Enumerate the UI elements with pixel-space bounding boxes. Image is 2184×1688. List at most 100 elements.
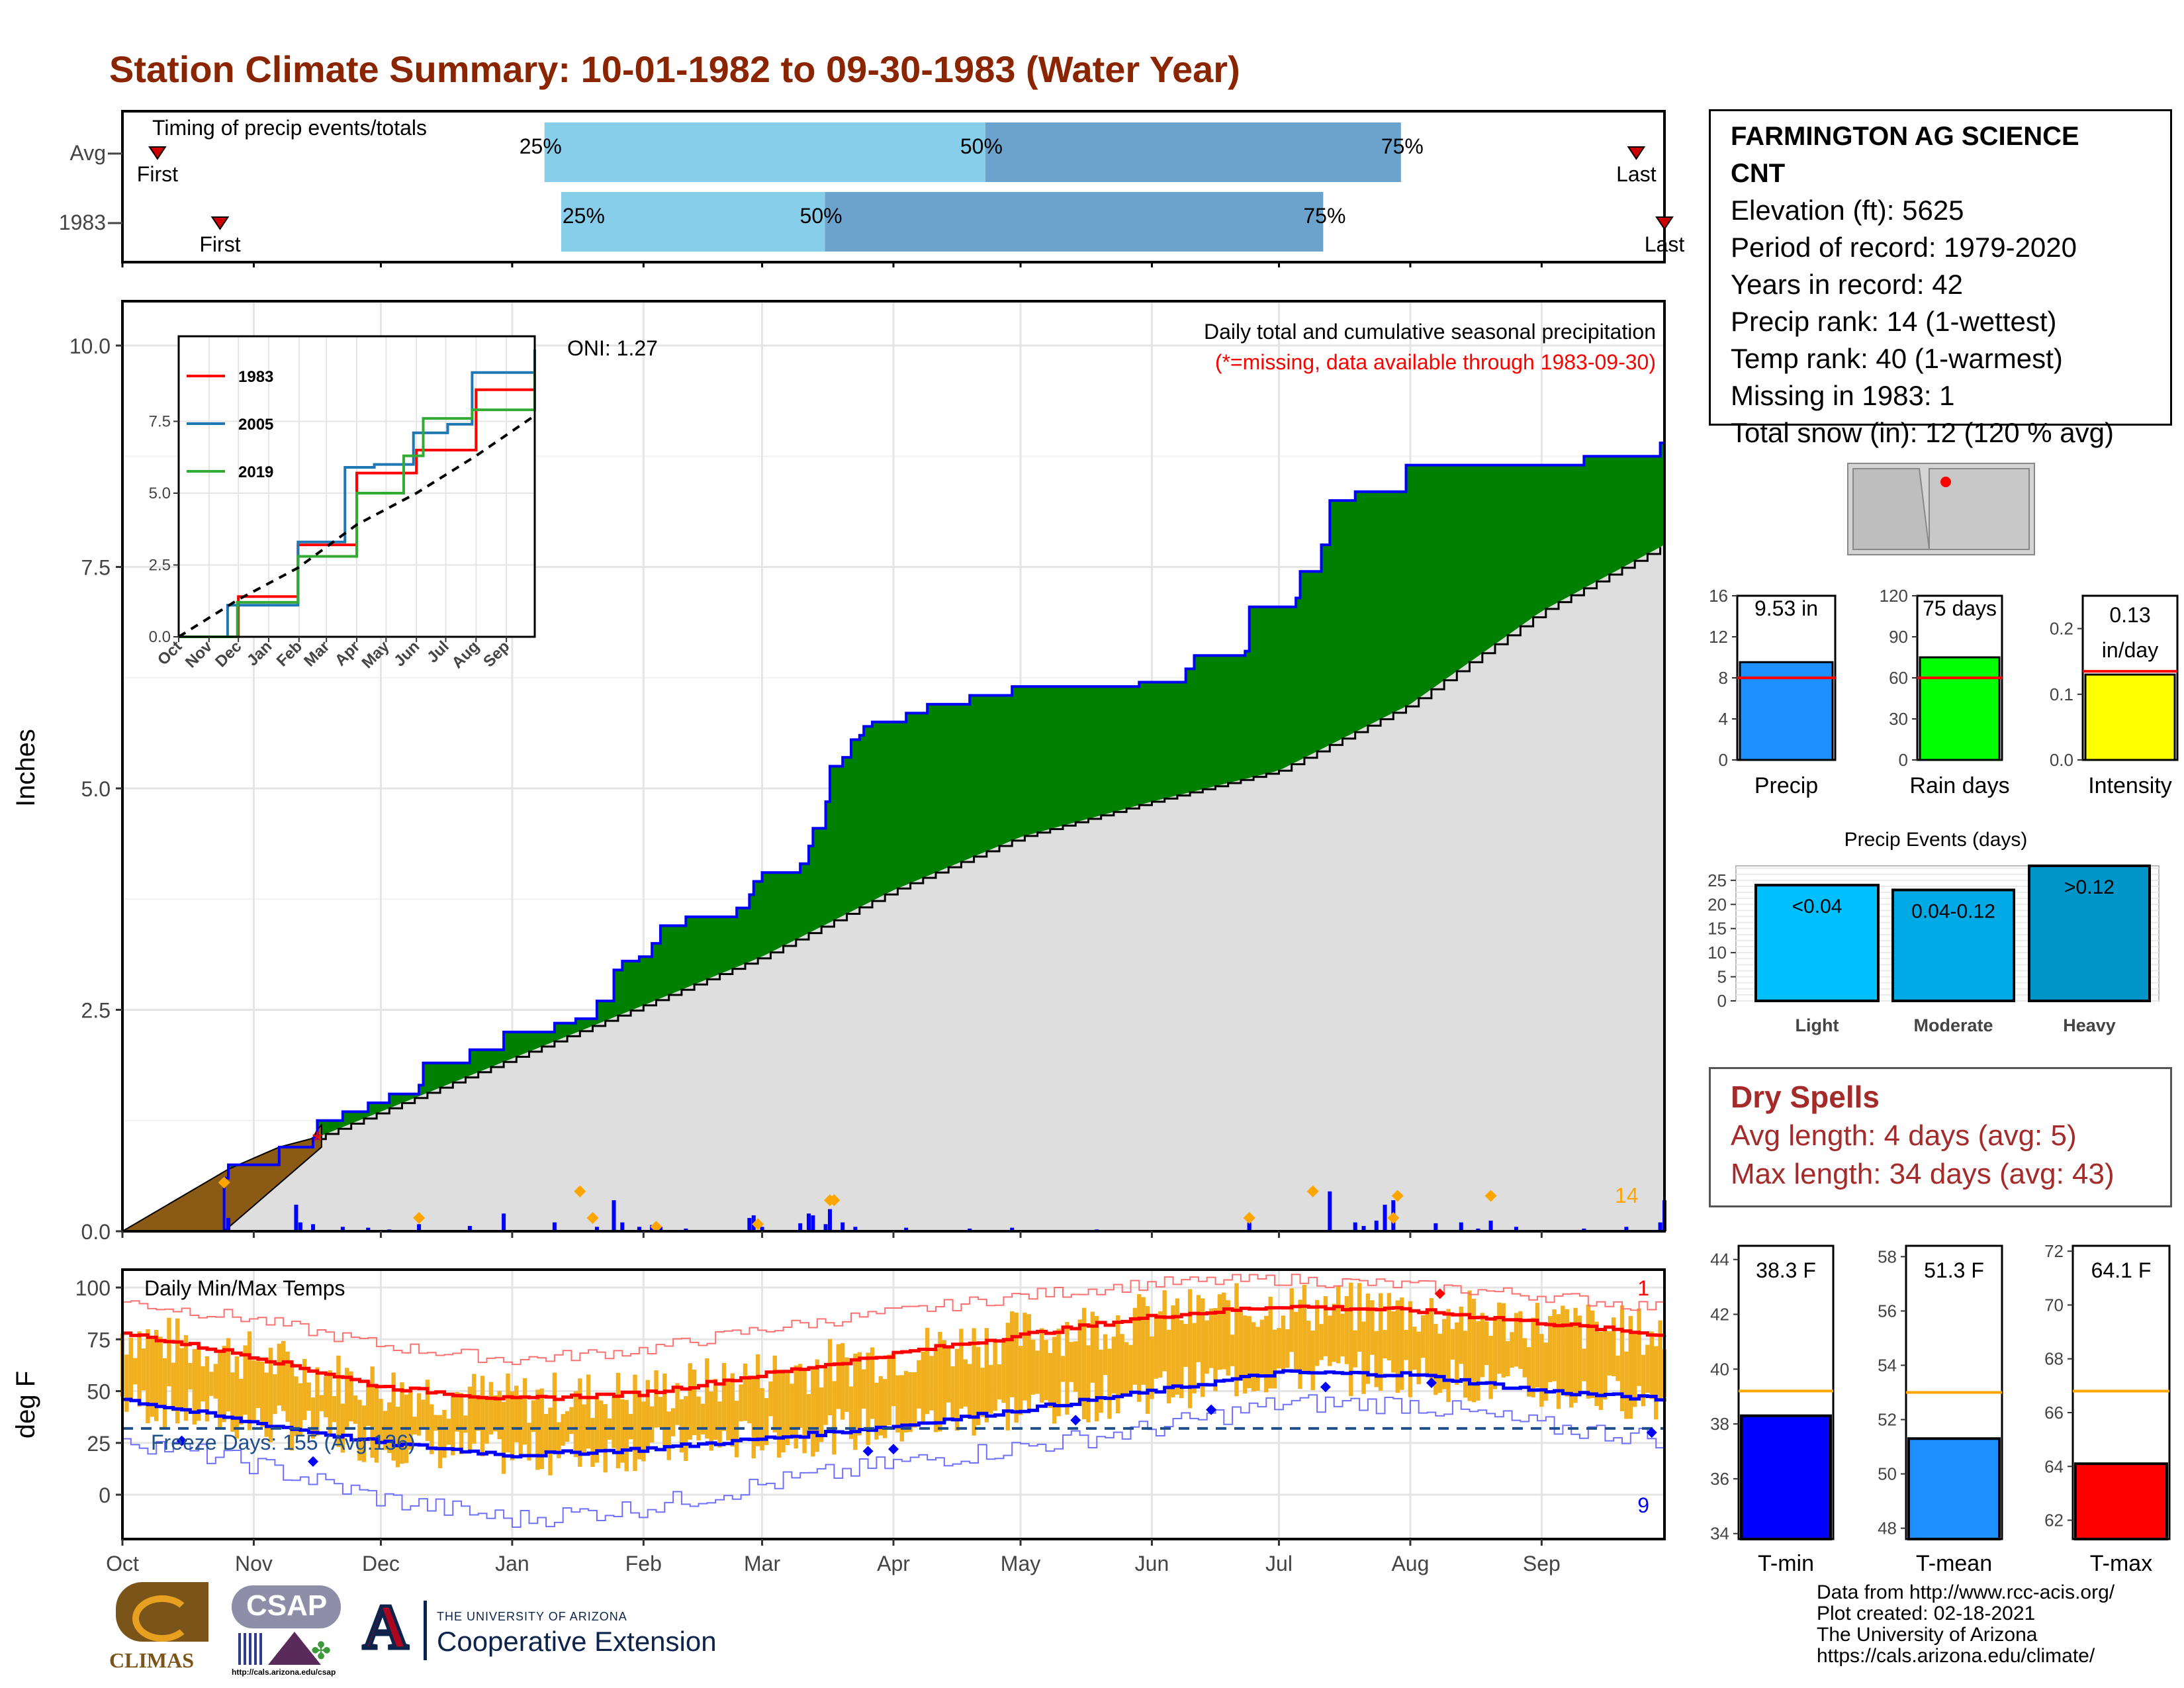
record-low-marker [1206, 1404, 1217, 1415]
daily-temp-range-bar [268, 1348, 273, 1442]
ua-divider [424, 1601, 427, 1660]
climas-wordmark: CLIMAS [109, 1648, 195, 1672]
daily-temp-range-bar [1099, 1349, 1103, 1413]
daily-temp-range-bar [1031, 1339, 1036, 1395]
daily-temp-range-bar [209, 1372, 214, 1396]
temp-gauge-value: 38.3 F [1756, 1258, 1816, 1282]
daily-temp-range-bar [637, 1391, 642, 1460]
daily-temp-range-bar [340, 1403, 345, 1453]
daily-temp-range-bar [1183, 1323, 1188, 1367]
precip-gauge-value: in/day [2102, 638, 2158, 662]
daily-temp-range-bar [866, 1352, 870, 1445]
daily-temp-range-bar [421, 1399, 426, 1428]
daily-precip-bar [747, 1217, 752, 1231]
temp-ytick-label: 0 [99, 1483, 111, 1507]
credits: Data from http://www.rcc-acis.org/ Plot … [1817, 1582, 2115, 1667]
daily-temp-range-bar [433, 1415, 438, 1431]
precip-gauge-tick-label: 60 [1889, 668, 1908, 688]
daily-temp-range-bar [543, 1414, 549, 1453]
snow-event-marker [1484, 1190, 1497, 1202]
daily-temp-range-bar [993, 1342, 997, 1411]
daily-temp-range-bar [912, 1372, 917, 1428]
daily-temp-range-bar [989, 1364, 993, 1414]
daily-temp-range-bar [379, 1399, 383, 1444]
snow-event-marker [586, 1211, 599, 1224]
daily-temp-range-bar [1141, 1297, 1146, 1385]
daily-temp-range-bar [150, 1338, 155, 1417]
last-event-label: Last [1616, 162, 1657, 186]
credit-created: Plot created: 02-18-2021 [1817, 1603, 2036, 1624]
snow-event-marker [218, 1176, 230, 1189]
daily-temp-range-bar [1026, 1314, 1032, 1413]
daily-precip-bar [311, 1224, 316, 1231]
daily-temp-range-bar [247, 1331, 252, 1430]
daily-temp-range-bar [1501, 1303, 1506, 1378]
daily-temp-range-bar [1497, 1302, 1502, 1374]
info-snow: Total snow (in): 12 (120 % avg) [1731, 417, 2114, 448]
precip-gauge-label: Intensity [2088, 773, 2172, 798]
snow-event-marker [1387, 1211, 1400, 1224]
precip-title: Daily total and cumulative seasonal prec… [1204, 320, 1656, 344]
daily-temp-range-bar [1552, 1309, 1557, 1382]
daily-temp-range-bar [306, 1382, 311, 1411]
station-location-marker [1940, 477, 1951, 487]
daily-precip-bar [684, 1228, 688, 1231]
daily-temp-range-bar [1238, 1311, 1244, 1381]
temp-gauge-bar [2074, 1462, 2168, 1541]
daily-temp-range-bar [1340, 1313, 1345, 1357]
daily-precip-bar [1433, 1223, 1438, 1231]
record-high-marker [1434, 1288, 1445, 1299]
daily-precip-bar [637, 1227, 641, 1231]
daily-temp-range-bar [289, 1362, 295, 1451]
daily-temp-range-bar [472, 1374, 477, 1444]
daily-temp-range-bar [1632, 1333, 1637, 1407]
first-event-marker [148, 146, 167, 160]
csap-cactus-icon: ✤ [311, 1637, 332, 1664]
last-event-label: Last [1645, 232, 1685, 256]
timing-bar-25-50 [561, 192, 825, 252]
average-cumulative-line [122, 547, 1662, 1233]
daily-precip-bar [1361, 1225, 1366, 1231]
daily-temp-range-bar [1416, 1331, 1421, 1385]
timing-bar-50-75 [985, 122, 1401, 182]
daily-temp-range-bar [1543, 1342, 1548, 1401]
precip-events-tick-label: 15 [1707, 919, 1727, 939]
daily-temp-range-bar [383, 1411, 388, 1450]
daily-temp-range-bar [946, 1348, 951, 1403]
dry-spells-max: Max length: 34 days (avg: 43) [1731, 1158, 2115, 1190]
daily-temp-range-bar [124, 1354, 129, 1412]
inset-ytick-label: 0.0 [149, 628, 171, 646]
daily-temp-range-bar [1217, 1294, 1222, 1370]
daily-temp-range-bar [1480, 1313, 1484, 1378]
page-title: Station Climate Summary: 10-01-1982 to 0… [109, 48, 1240, 90]
daily-temp-range-bar [870, 1347, 875, 1419]
daily-temp-range-bar [569, 1407, 574, 1434]
daily-temp-range-bar [1505, 1341, 1510, 1377]
daily-temp-range-bar [349, 1371, 353, 1422]
daily-temp-range-bar [416, 1393, 422, 1436]
daily-temp-range-bar [633, 1374, 637, 1472]
daily-temp-range-bar [1277, 1328, 1281, 1369]
daily-temp-range-bar [980, 1368, 985, 1417]
temp-gauge-tick-label: 70 [2044, 1295, 2064, 1315]
temp-gauge-tick-label: 48 [1878, 1519, 1897, 1538]
daily-temp-range-bar [705, 1358, 709, 1439]
daily-precip-bar [552, 1222, 557, 1231]
daily-temp-range-bar [332, 1396, 337, 1423]
precip-gauge-tick-label: 0.0 [2050, 750, 2073, 770]
daily-temp-range-bar [1653, 1346, 1659, 1420]
precip-subtitle: (*=missing, data available through 1983-… [1215, 350, 1656, 374]
daily-temp-range-bar [1476, 1321, 1480, 1401]
daily-temp-range-bar [1492, 1317, 1498, 1389]
timing-label-50: 50% [800, 204, 842, 228]
daily-temp-range-bar [328, 1370, 332, 1436]
daily-temp-range-bar [1086, 1345, 1091, 1423]
precip-events-category: Heavy [2063, 1015, 2116, 1035]
daily-temp-range-bar [1201, 1298, 1205, 1397]
record-low-marker [308, 1456, 319, 1467]
credit-url: https://cals.arizona.edu/climate/ [1817, 1645, 2095, 1667]
precip-events-value: 0.04-0.12 [1911, 900, 1995, 922]
temp-gauge-tick-label: 66 [2044, 1403, 2064, 1423]
daily-temp-range-bar [1641, 1354, 1646, 1407]
daily-temp-range-bar [366, 1382, 371, 1426]
